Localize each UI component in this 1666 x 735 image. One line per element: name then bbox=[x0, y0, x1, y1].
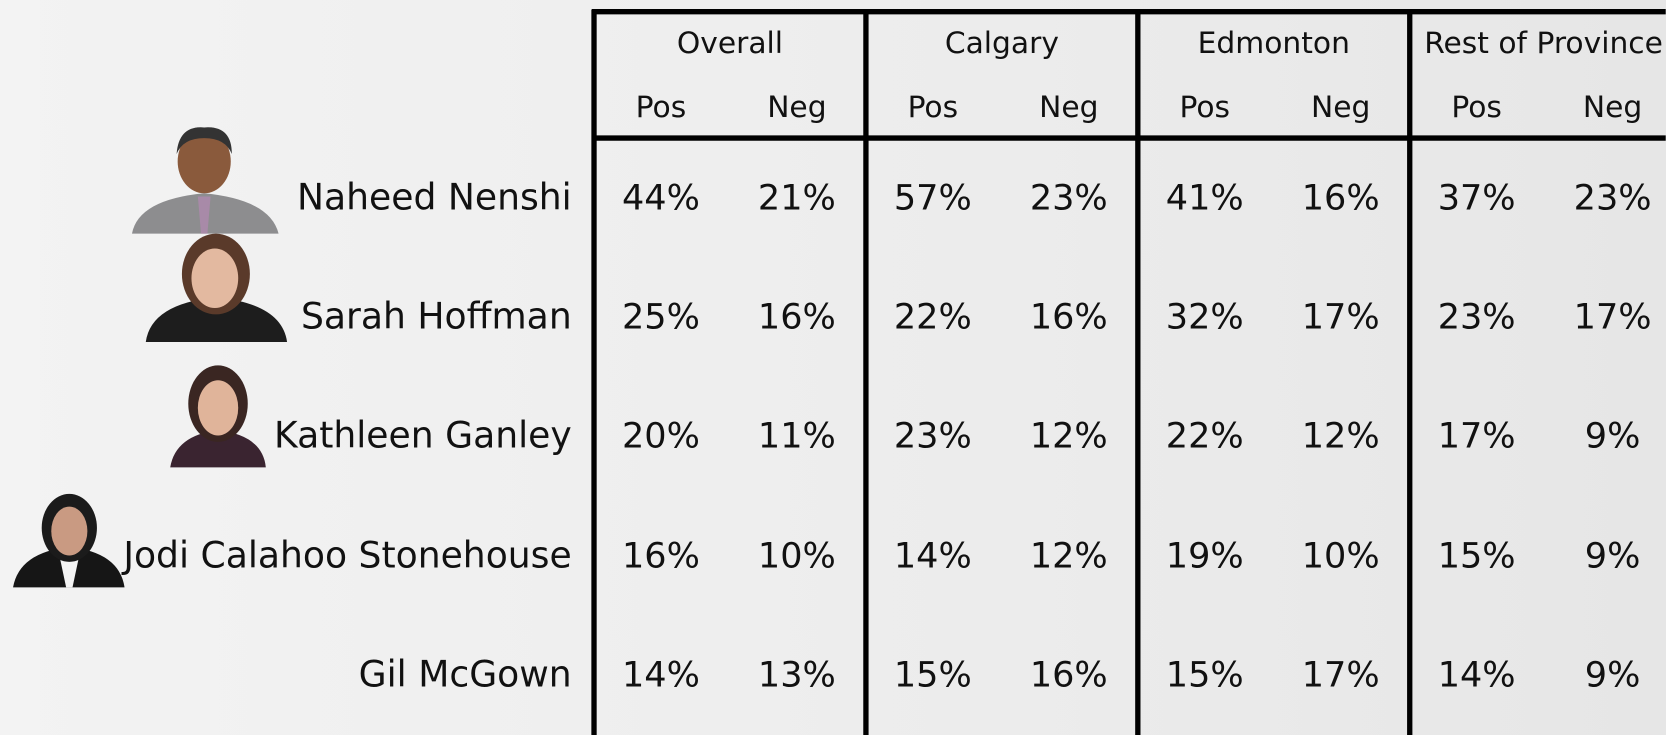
cell: 14% bbox=[1438, 655, 1516, 696]
cell: 37% bbox=[1438, 178, 1516, 219]
sub-header: Neg bbox=[1311, 90, 1370, 125]
group-header: Edmonton bbox=[1198, 26, 1350, 61]
candidate-name: Naheed Nenshi bbox=[297, 176, 572, 219]
avatar bbox=[13, 493, 125, 588]
cell: 23% bbox=[1574, 178, 1652, 219]
cell: 12% bbox=[1030, 416, 1108, 457]
cell: 17% bbox=[1302, 297, 1380, 338]
sub-header: Neg bbox=[767, 90, 826, 125]
avatar bbox=[170, 365, 266, 468]
cell: 17% bbox=[1574, 297, 1652, 338]
cell: 20% bbox=[622, 416, 700, 457]
sub-header: Pos bbox=[1179, 90, 1230, 125]
sub-header: Pos bbox=[1451, 90, 1502, 125]
cell: 11% bbox=[758, 416, 836, 457]
cell: 22% bbox=[1166, 416, 1244, 457]
candidate-name: Sarah Hoffman bbox=[301, 295, 572, 338]
cell: 32% bbox=[1166, 297, 1244, 338]
cell: 17% bbox=[1302, 655, 1380, 696]
cell: 16% bbox=[1030, 655, 1108, 696]
cell: 19% bbox=[1166, 536, 1244, 577]
sub-header: Pos bbox=[908, 90, 959, 125]
group-header: Calgary bbox=[945, 26, 1059, 61]
cell: 25% bbox=[622, 297, 700, 338]
sub-header: Neg bbox=[1583, 90, 1642, 125]
cell: 9% bbox=[1585, 655, 1641, 696]
group-header: Overall bbox=[677, 26, 783, 61]
cell: 15% bbox=[1166, 655, 1244, 696]
cell: 14% bbox=[622, 655, 700, 696]
cell: 10% bbox=[1302, 536, 1380, 577]
cell: 16% bbox=[1302, 178, 1380, 219]
cell: 23% bbox=[1438, 297, 1516, 338]
cell: 13% bbox=[758, 655, 836, 696]
cell: 10% bbox=[758, 536, 836, 577]
cell: 23% bbox=[894, 416, 972, 457]
cell: 12% bbox=[1302, 416, 1380, 457]
cell: 14% bbox=[894, 536, 972, 577]
cell: 15% bbox=[894, 655, 972, 696]
cell: 22% bbox=[894, 297, 972, 338]
candidate-name: Gil McGown bbox=[359, 653, 572, 696]
cell: 41% bbox=[1166, 178, 1244, 219]
cell: 44% bbox=[622, 178, 700, 219]
cell: 16% bbox=[1030, 297, 1108, 338]
group-header: Rest of Province bbox=[1424, 26, 1663, 61]
cell: 17% bbox=[1438, 416, 1516, 457]
cell: 9% bbox=[1585, 416, 1641, 457]
sub-header: Neg bbox=[1039, 90, 1098, 125]
cell: 16% bbox=[622, 536, 700, 577]
cell: 23% bbox=[1030, 178, 1108, 219]
sub-header: Pos bbox=[636, 90, 687, 125]
candidate-name: Jodi Calahoo Stonehouse bbox=[121, 534, 571, 577]
candidate-name: Kathleen Ganley bbox=[274, 414, 572, 457]
avatar bbox=[145, 233, 288, 343]
cell: 15% bbox=[1438, 536, 1516, 577]
cell: 21% bbox=[758, 178, 836, 219]
cell: 16% bbox=[758, 297, 836, 338]
avatar bbox=[131, 127, 279, 234]
cell: 9% bbox=[1585, 536, 1641, 577]
cell: 57% bbox=[894, 178, 972, 219]
cell: 12% bbox=[1030, 536, 1108, 577]
